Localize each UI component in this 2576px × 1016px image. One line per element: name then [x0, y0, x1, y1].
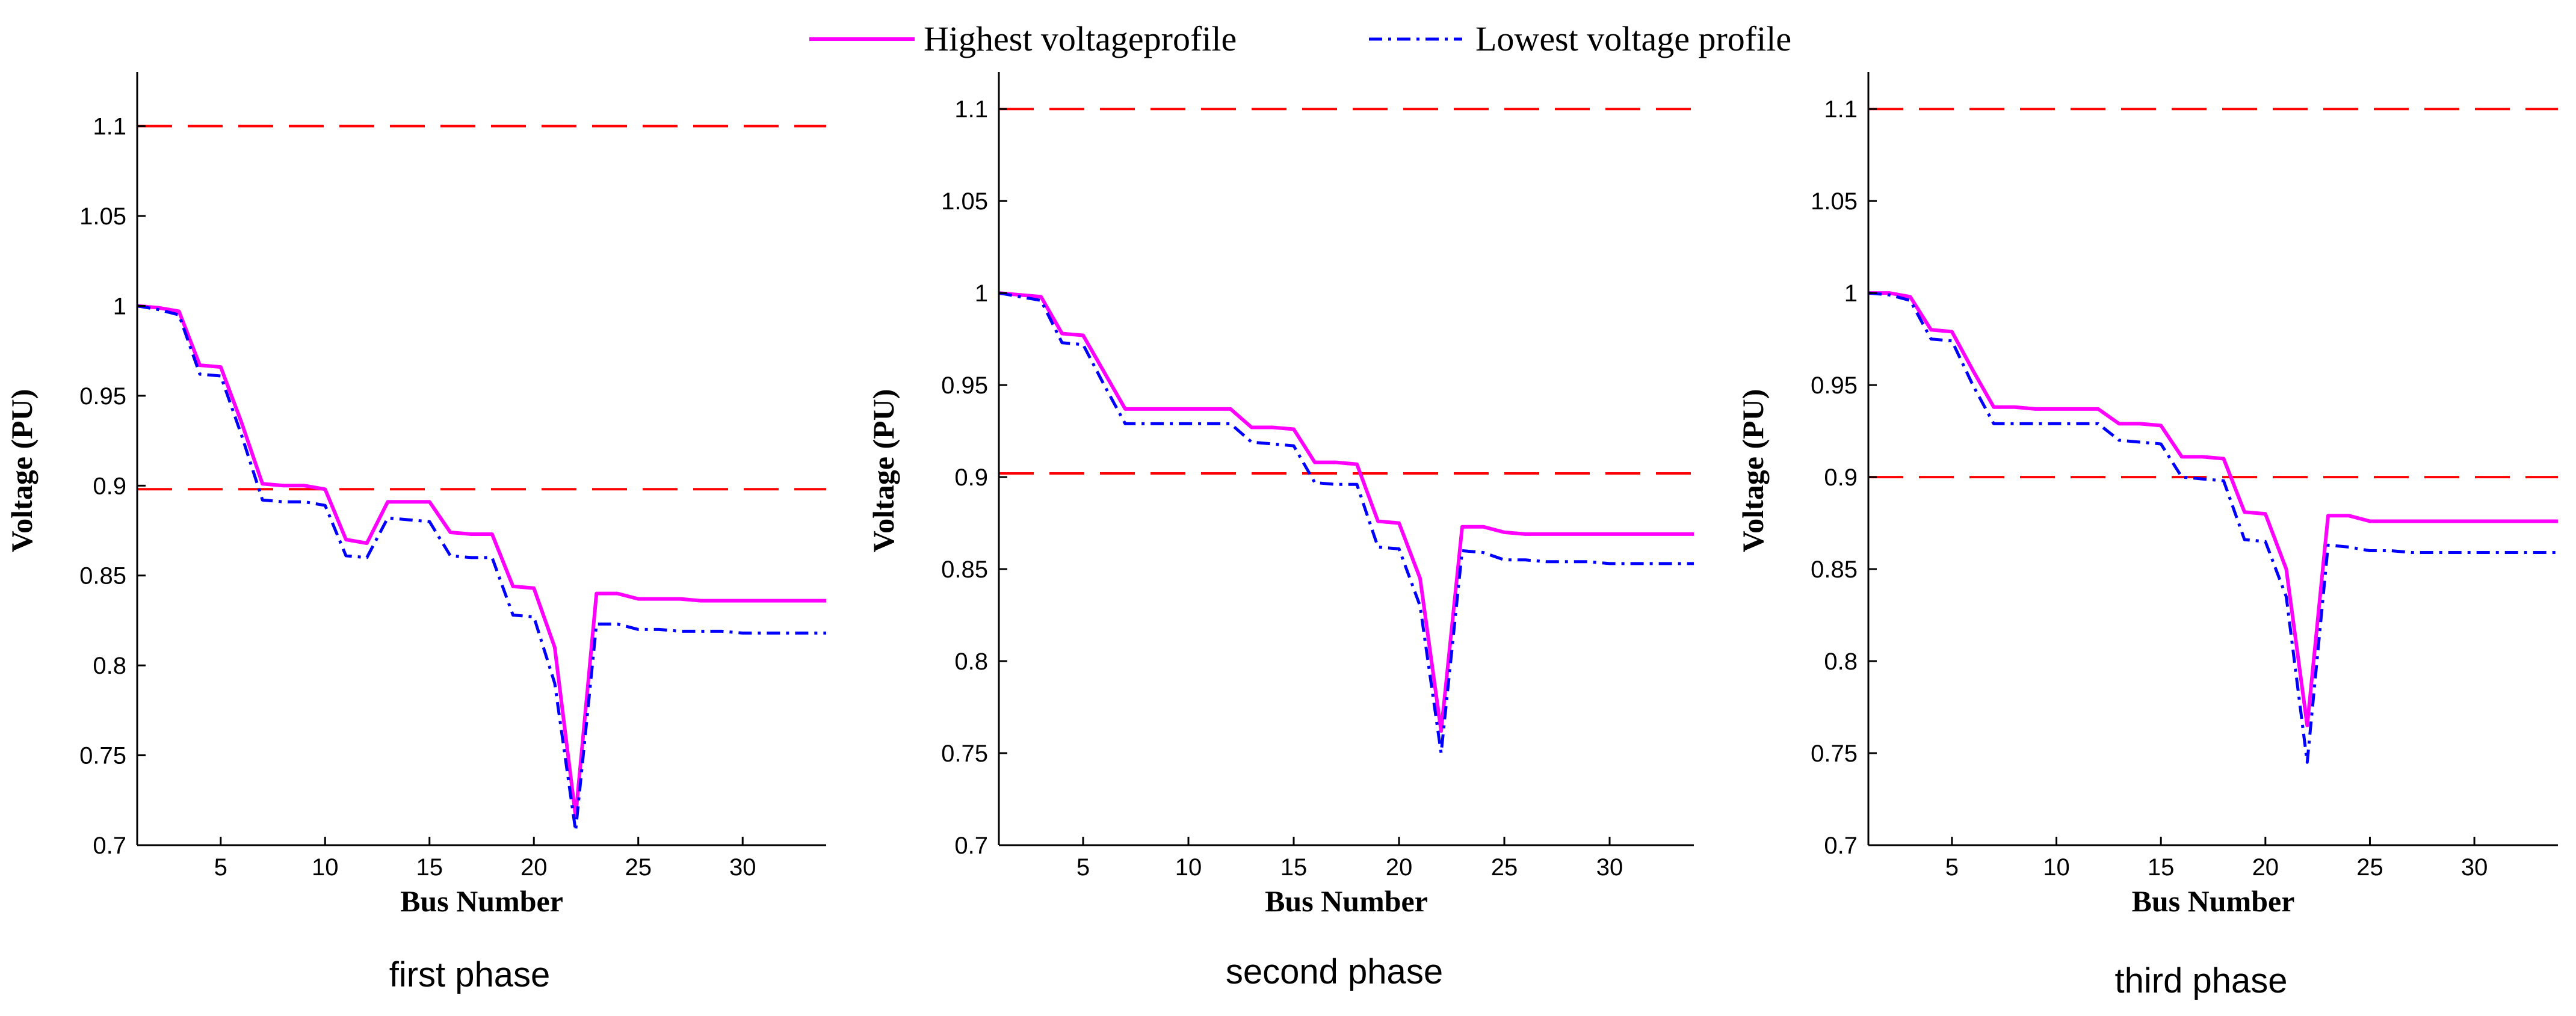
- x-axis-label: Bus Number: [1265, 884, 1428, 918]
- x-tick-label: 30: [2461, 854, 2488, 881]
- y-tick-label: 0.7: [1824, 833, 1858, 859]
- panel-caption: third phase: [2115, 961, 2288, 1000]
- y-axis-label: Voltage (PU): [1736, 389, 1770, 553]
- y-tick-label: 0.7: [954, 833, 988, 859]
- y-tick-label: 0.85: [1811, 556, 1858, 583]
- series-line-highest: [1868, 291, 2558, 728]
- y-tick-label: 0.7: [93, 833, 126, 859]
- x-tick-label: 30: [1596, 854, 1623, 881]
- x-tick-label: 20: [2252, 854, 2279, 881]
- series-line-lowest: [137, 304, 826, 833]
- y-tick-label: 1.1: [1824, 96, 1858, 123]
- x-tick-label: 10: [2043, 854, 2070, 881]
- y-tick-label: 0.95: [79, 383, 126, 410]
- y-tick-label: 1.1: [954, 96, 988, 123]
- y-axis-label: Voltage (PU): [866, 389, 900, 553]
- panel-caption: second phase: [1226, 952, 1443, 991]
- y-tick-label: 1.05: [941, 188, 988, 215]
- series-line-highest: [998, 291, 1694, 733]
- y-tick-label: 0.75: [1811, 740, 1858, 767]
- y-tick-label: 0.8: [954, 648, 988, 675]
- x-tick-label: 15: [1280, 854, 1308, 881]
- series-line-lowest: [1868, 291, 2558, 764]
- legend: Highest voltageprofile Lowest voltage pr…: [809, 19, 1791, 58]
- chart-panel-2: 0.7 0.75 0.8 0.85 0.9 0.95 1 1.05 1.1 5 10 15 20 25 30…: [866, 72, 1694, 991]
- y-tick-label: 0.95: [941, 372, 988, 399]
- legend-label-lowest: Lowest voltage profile: [1475, 19, 1791, 58]
- x-tick-label: 10: [1175, 854, 1202, 881]
- y-tick-label: 1.05: [79, 203, 126, 230]
- y-tick-label: 0.9: [93, 473, 126, 499]
- y-tick-label: 0.75: [79, 743, 126, 769]
- series-line-lowest: [998, 291, 1694, 755]
- y-tick-label: 0.75: [941, 740, 988, 767]
- x-tick-label: 25: [625, 854, 652, 881]
- y-tick-label: 1: [975, 280, 988, 307]
- x-tick-label: 10: [312, 854, 339, 881]
- y-tick-label: 0.9: [1824, 464, 1858, 491]
- y-tick-label: 1: [1844, 280, 1858, 307]
- x-tick-label: 15: [416, 854, 443, 881]
- x-axis-label: Bus Number: [400, 884, 563, 918]
- y-tick-label: 0.8: [93, 653, 126, 679]
- chart-panel-3: 0.7 0.75 0.8 0.85 0.9 0.95 1 1.05 1.1 5 10 15 20 25 30…: [1736, 72, 2558, 1000]
- x-tick-label: 5: [1945, 854, 1959, 881]
- chart-panel-1: 0.7 0.75 0.8 0.85 0.9 0.95 1 1.05 1.1 5 10 15 20 25 30…: [5, 72, 826, 994]
- x-tick-label: 5: [1076, 854, 1090, 881]
- y-tick-label: 1.05: [1811, 188, 1858, 215]
- x-tick-label: 25: [1491, 854, 1518, 881]
- y-tick-label: 0.85: [941, 556, 988, 583]
- x-tick-label: 15: [2148, 854, 2175, 881]
- x-tick-label: 25: [2356, 854, 2383, 881]
- panel-caption: first phase: [389, 955, 551, 994]
- x-axis-label: Bus Number: [2132, 884, 2295, 918]
- y-axis-label: Voltage (PU): [5, 389, 39, 553]
- y-tick-label: 0.9: [954, 464, 988, 491]
- series-line-highest: [137, 304, 826, 819]
- y-tick-label: 0.85: [79, 563, 126, 590]
- x-tick-label: 20: [520, 854, 548, 881]
- legend-label-highest: Highest voltageprofile: [924, 19, 1237, 58]
- x-tick-label: 20: [1386, 854, 1413, 881]
- x-tick-label: 30: [729, 854, 756, 881]
- y-tick-label: 1.1: [93, 114, 126, 140]
- y-tick-label: 0.8: [1824, 648, 1858, 675]
- y-tick-label: 0.95: [1811, 372, 1858, 399]
- x-tick-label: 5: [214, 854, 227, 881]
- y-tick-label: 1: [113, 293, 126, 319]
